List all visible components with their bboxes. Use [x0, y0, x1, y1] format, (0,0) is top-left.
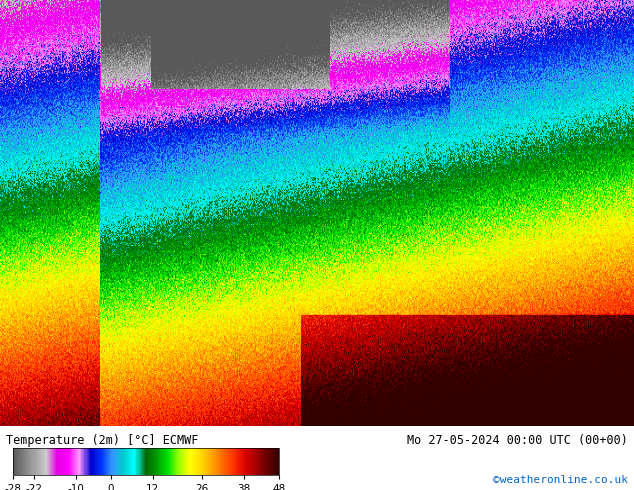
Text: ©weatheronline.co.uk: ©weatheronline.co.uk	[493, 475, 628, 485]
Text: Mo 27-05-2024 00:00 UTC (00+00): Mo 27-05-2024 00:00 UTC (00+00)	[407, 434, 628, 447]
Text: Temperature (2m) [°C] ECMWF: Temperature (2m) [°C] ECMWF	[6, 434, 198, 447]
